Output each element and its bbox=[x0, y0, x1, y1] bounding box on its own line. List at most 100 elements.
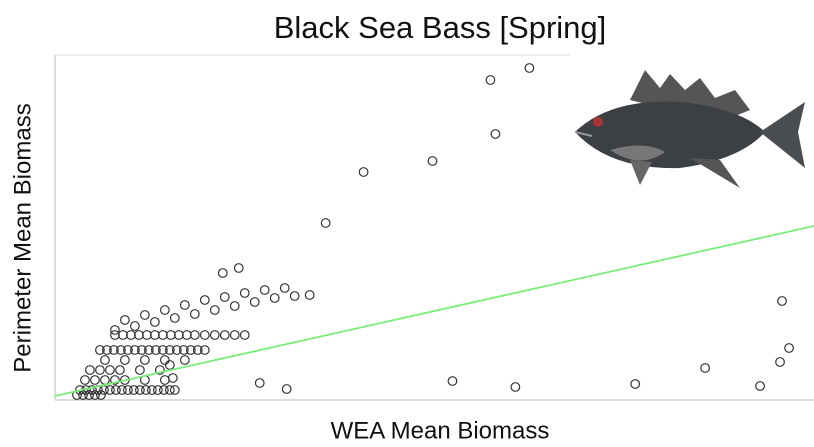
scatter-point bbox=[149, 317, 160, 327]
scatter-point bbox=[165, 330, 176, 340]
scatter-point bbox=[320, 218, 331, 228]
scatter-point bbox=[90, 390, 100, 400]
scatter-point bbox=[775, 357, 785, 367]
scatter-point bbox=[189, 309, 200, 319]
scatter-point bbox=[259, 285, 270, 295]
scatter-point bbox=[96, 390, 106, 400]
scatter-point bbox=[239, 288, 250, 298]
scatter-point bbox=[249, 297, 260, 307]
scatter-point bbox=[755, 381, 765, 391]
scatter-point bbox=[164, 345, 175, 355]
scatter-point bbox=[159, 305, 170, 315]
scatter-point bbox=[139, 355, 150, 365]
scatter-point bbox=[123, 345, 133, 355]
scatter-point bbox=[149, 330, 160, 340]
y-axis-label: Perimeter Mean Biomass bbox=[9, 103, 36, 372]
scatter-point bbox=[152, 385, 163, 395]
scatter-point bbox=[209, 330, 220, 340]
scatter-point bbox=[95, 345, 105, 355]
scatter-point bbox=[105, 385, 115, 395]
scatter-point bbox=[115, 365, 125, 375]
fish-illustration bbox=[574, 70, 805, 188]
scatter-point bbox=[485, 75, 496, 85]
scatter-point bbox=[630, 379, 641, 389]
scatter-point bbox=[157, 330, 168, 340]
scatter-point bbox=[159, 375, 170, 385]
scatter-point bbox=[358, 167, 369, 177]
scatter-point bbox=[289, 291, 300, 301]
scatter-point bbox=[80, 375, 90, 385]
scatter-point bbox=[150, 345, 161, 355]
x-axis-label: WEA Mean Biomass bbox=[331, 417, 550, 444]
scatter-point bbox=[111, 385, 121, 395]
scatter-point bbox=[179, 355, 190, 365]
scatter-point bbox=[233, 263, 244, 273]
scatter-point bbox=[139, 310, 150, 320]
scatter-point bbox=[90, 375, 100, 385]
scatter-point bbox=[173, 330, 184, 340]
scatter-point bbox=[169, 313, 180, 323]
scatter-point bbox=[784, 343, 794, 353]
scatter-point bbox=[109, 345, 119, 355]
scatter-point bbox=[178, 345, 189, 355]
scatter-point bbox=[281, 384, 292, 394]
scatter-point bbox=[171, 345, 182, 355]
scatter-point bbox=[129, 321, 140, 331]
scatter-point bbox=[510, 382, 521, 392]
scatter-point bbox=[209, 305, 220, 315]
scatter-point bbox=[128, 385, 139, 395]
scatter-point bbox=[154, 365, 165, 375]
scatter-point bbox=[84, 390, 94, 400]
scatter-point bbox=[146, 385, 157, 395]
scatter-point bbox=[100, 355, 110, 365]
scatter-point bbox=[133, 330, 144, 340]
scatter-point bbox=[158, 385, 169, 395]
scatter-point bbox=[120, 355, 130, 365]
scatter-point bbox=[110, 375, 120, 385]
scatter-point bbox=[524, 63, 535, 73]
fit-line bbox=[54, 225, 814, 397]
scatter-point bbox=[100, 375, 110, 385]
scatter-point bbox=[78, 390, 88, 400]
scatter-point bbox=[427, 156, 438, 166]
scatter-point bbox=[134, 385, 145, 395]
scatter-point bbox=[229, 301, 240, 311]
scatter-point bbox=[120, 315, 130, 325]
scatter-point bbox=[110, 325, 120, 335]
scatter-point bbox=[700, 363, 711, 373]
scatter-point bbox=[199, 295, 210, 305]
scatter-point bbox=[129, 345, 140, 355]
scatter-point bbox=[199, 330, 210, 340]
scatter-point bbox=[164, 385, 175, 395]
scatter-point bbox=[105, 365, 115, 375]
scatter-point bbox=[143, 345, 154, 355]
scatter-point bbox=[189, 330, 200, 340]
scatter-point bbox=[219, 292, 230, 302]
scatter-point bbox=[777, 296, 787, 306]
scatter-point bbox=[167, 373, 178, 383]
scatter-point bbox=[118, 330, 128, 340]
scatter-point bbox=[185, 345, 196, 355]
scatter-point bbox=[181, 330, 192, 340]
scatter-point bbox=[219, 330, 230, 340]
scatter-point bbox=[159, 355, 170, 365]
scatter-point bbox=[490, 129, 501, 139]
scatter-point bbox=[85, 365, 95, 375]
scatter-point bbox=[269, 293, 280, 303]
scatter-point bbox=[117, 385, 127, 395]
scatter-point bbox=[179, 300, 190, 310]
scatter-point bbox=[95, 365, 105, 375]
scatter-point bbox=[217, 268, 228, 278]
scatter-point bbox=[87, 385, 97, 395]
scatter-point bbox=[447, 376, 458, 386]
scatter-point bbox=[125, 330, 136, 340]
scatter-point bbox=[199, 345, 210, 355]
scatter-point bbox=[116, 345, 126, 355]
scatter-point bbox=[304, 290, 315, 300]
scatter-point bbox=[110, 330, 120, 340]
scatter-point bbox=[239, 330, 250, 340]
scatter-point bbox=[192, 345, 203, 355]
scatter-point bbox=[134, 365, 145, 375]
scatter-point bbox=[169, 385, 180, 395]
